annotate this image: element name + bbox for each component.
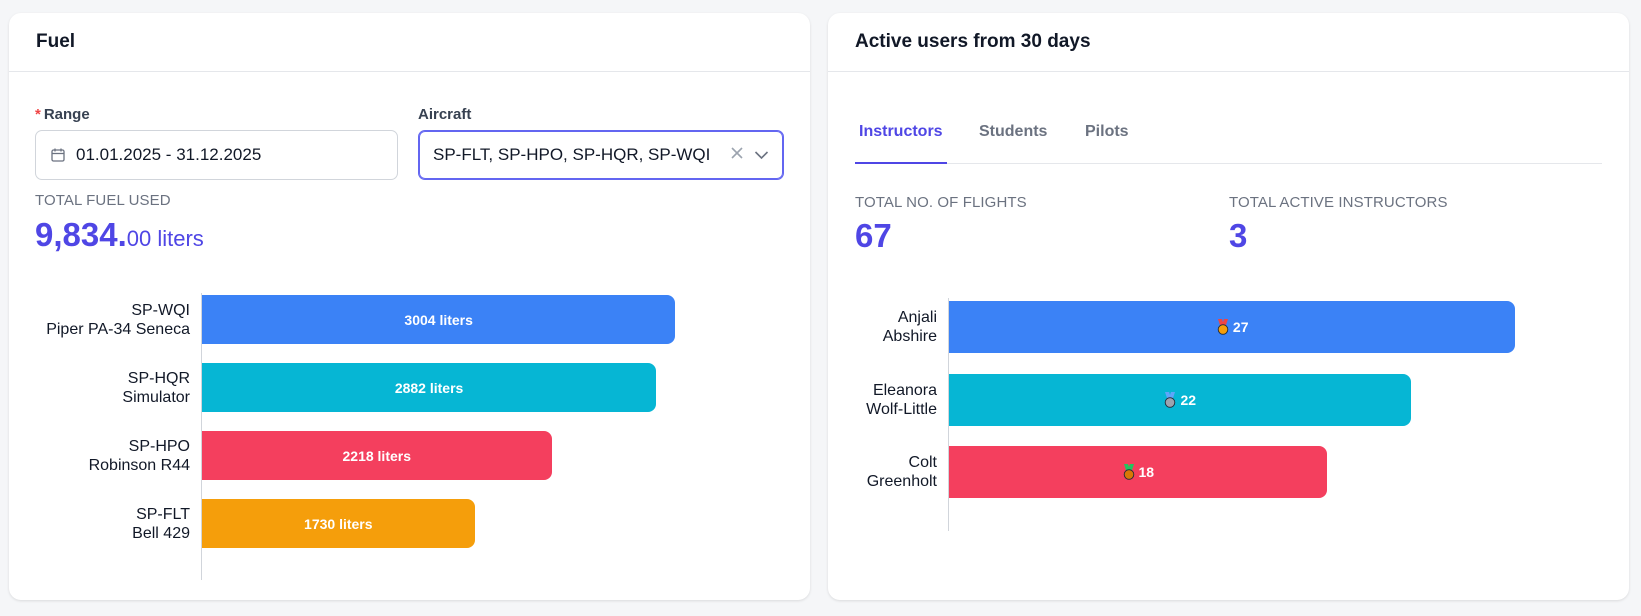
total-fuel-decimal: 00 liters: [126, 226, 204, 251]
instructor-value-label: 22: [1180, 391, 1197, 408]
active-users-card: Active users from 30 days Instructors St…: [828, 13, 1629, 600]
silver-medal-icon: [1163, 391, 1177, 408]
total-flights-value: 67: [855, 217, 892, 254]
tab-students[interactable]: Students: [979, 123, 1048, 140]
calendar-icon: [50, 147, 66, 163]
chevron-down-icon[interactable]: [754, 145, 769, 165]
fuel-bar: 3004 liters: [202, 295, 676, 344]
fuel-chart-axis: [201, 293, 202, 580]
user-type-tabs: Instructors Students Pilots: [855, 116, 1602, 164]
tab-pilots[interactable]: Pilots: [1085, 123, 1129, 140]
instructor-category-label: Eleanora Wolf-Little: [866, 381, 937, 418]
gold-medal-icon: [1216, 319, 1230, 335]
fuel-category-label: SP-WQI Piper PA-34 Seneca: [46, 301, 190, 338]
total-fuel-label: TOTAL FUEL USED: [35, 192, 171, 209]
fuel-card-title: Fuel: [9, 13, 810, 72]
total-fuel-value: 9,834.00 liters: [35, 215, 204, 262]
instructor-value-label: 18: [1138, 464, 1155, 480]
total-flights-label: TOTAL NO. OF FLIGHTS: [855, 194, 1027, 211]
total-fuel-integer: 9,834.: [35, 216, 127, 253]
instructors-chart-axis: [948, 298, 949, 531]
fuel-value-label: 3004 liters: [404, 311, 473, 328]
instructor-category-label: Colt Greenholt: [866, 454, 937, 490]
instructor-bar: 22: [949, 373, 1411, 426]
required-mark: *: [35, 106, 41, 123]
fuel-category-label: SP-HQR Simulator: [122, 369, 190, 406]
instructor-bar: 27: [949, 301, 1516, 353]
instructor-bar: 18: [949, 446, 1327, 498]
fuel-bar: 1730 liters: [202, 499, 475, 548]
total-instructors-label: TOTAL ACTIVE INSTRUCTORS: [1229, 194, 1448, 211]
aircraft-select[interactable]: SP-FLT, SP-HPO, SP-HQR, SP-WQI: [418, 130, 784, 180]
fuel-value-label: 2218 liters: [342, 447, 412, 464]
fuel-value-label: 2882 liters: [394, 379, 464, 396]
fuel-bar: 2882 liters: [202, 363, 657, 412]
fuel-card: Fuel * Range 01.01.2025 - 31.12.2025 Airc…: [9, 13, 810, 600]
active-users-title: Active users from 30 days: [828, 13, 1629, 72]
fuel-value-label: 1730 liters: [304, 515, 373, 532]
range-date-picker[interactable]: 01.01.2025 - 31.12.2025: [35, 130, 398, 180]
range-value: 01.01.2025 - 31.12.2025: [76, 145, 262, 164]
bronze-medal-icon: [1122, 464, 1136, 480]
range-label: * Range: [35, 106, 90, 123]
fuel-category-label: SP-HPO Robinson R44: [88, 437, 190, 474]
clear-icon[interactable]: [730, 145, 744, 165]
range-label-text: Range: [43, 106, 90, 123]
total-instructors-value: 3: [1229, 217, 1248, 254]
aircraft-select-value: SP-FLT, SP-HPO, SP-HQR, SP-WQI: [433, 145, 711, 164]
fuel-bar: 2218 liters: [202, 431, 552, 480]
fuel-category-label: SP-FLT Bell 429: [132, 505, 190, 542]
instructor-value-label: 27: [1232, 319, 1249, 335]
tab-instructors[interactable]: Instructors: [855, 116, 947, 164]
instructors-bar-chart: 27 Anjali Abshire 22 Eleanora Wolf-Little 18 Co…: [828, 283, 1629, 583]
fuel-bar-chart: 3004 liters SP-WQI Piper PA-34 Seneca 2882 …: [9, 283, 810, 583]
aircraft-label: Aircraft: [418, 106, 472, 123]
instructor-category-label: Anjali Abshire: [882, 309, 937, 345]
